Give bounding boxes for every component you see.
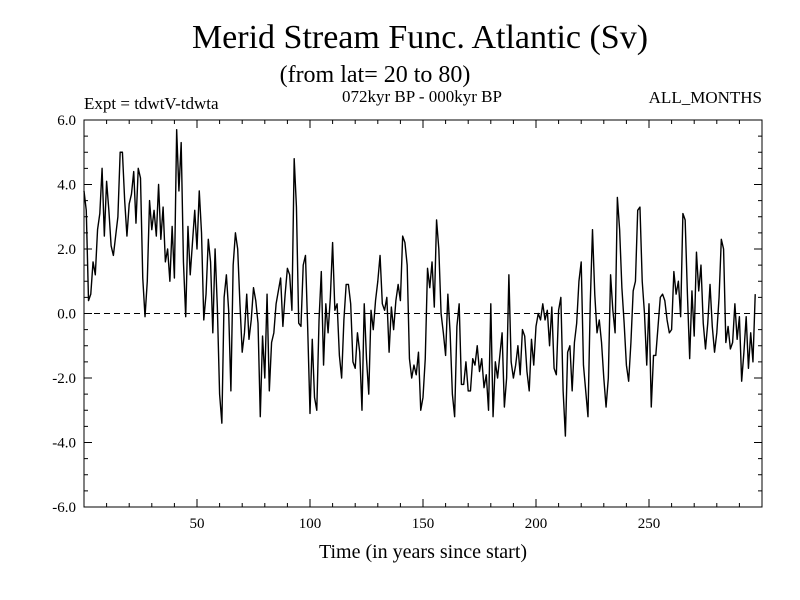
y-tick-labels: -6.0 -4.0 -2.0 0.0 2.0 4.0 6.0 bbox=[52, 113, 76, 516]
x-tick-label: 250 bbox=[638, 516, 661, 532]
y-tick-label: -4.0 bbox=[52, 436, 76, 452]
x-tick-label: 50 bbox=[190, 516, 205, 532]
series-line bbox=[83, 128, 756, 437]
x-tick-label: 200 bbox=[525, 516, 548, 532]
period-label: 072kyr BP - 000kyr BP bbox=[342, 87, 502, 106]
chart-title: Merid Stream Func. Atlantic (Sv) bbox=[192, 19, 648, 56]
y-tick-label: 0.0 bbox=[57, 307, 76, 323]
y-tick-label: 6.0 bbox=[57, 113, 76, 129]
experiment-label: Expt = tdwtV-tdwta bbox=[84, 94, 219, 113]
months-label: ALL_MONTHS bbox=[649, 88, 762, 107]
y-tick-label: -2.0 bbox=[52, 371, 76, 387]
y-tick-label: -6.0 bbox=[52, 500, 76, 516]
x-tick-label: 100 bbox=[299, 516, 322, 532]
x-axis-label: Time (in years since start) bbox=[319, 541, 527, 563]
x-tick-label: 150 bbox=[412, 516, 435, 532]
tick-marks bbox=[84, 119, 762, 508]
x-tick-labels: 50 100 150 200 250 bbox=[190, 516, 661, 532]
chart-subtitle: (from lat= 20 to 80) bbox=[280, 62, 471, 88]
y-tick-label: 2.0 bbox=[57, 242, 76, 258]
y-tick-label: 4.0 bbox=[57, 178, 76, 194]
